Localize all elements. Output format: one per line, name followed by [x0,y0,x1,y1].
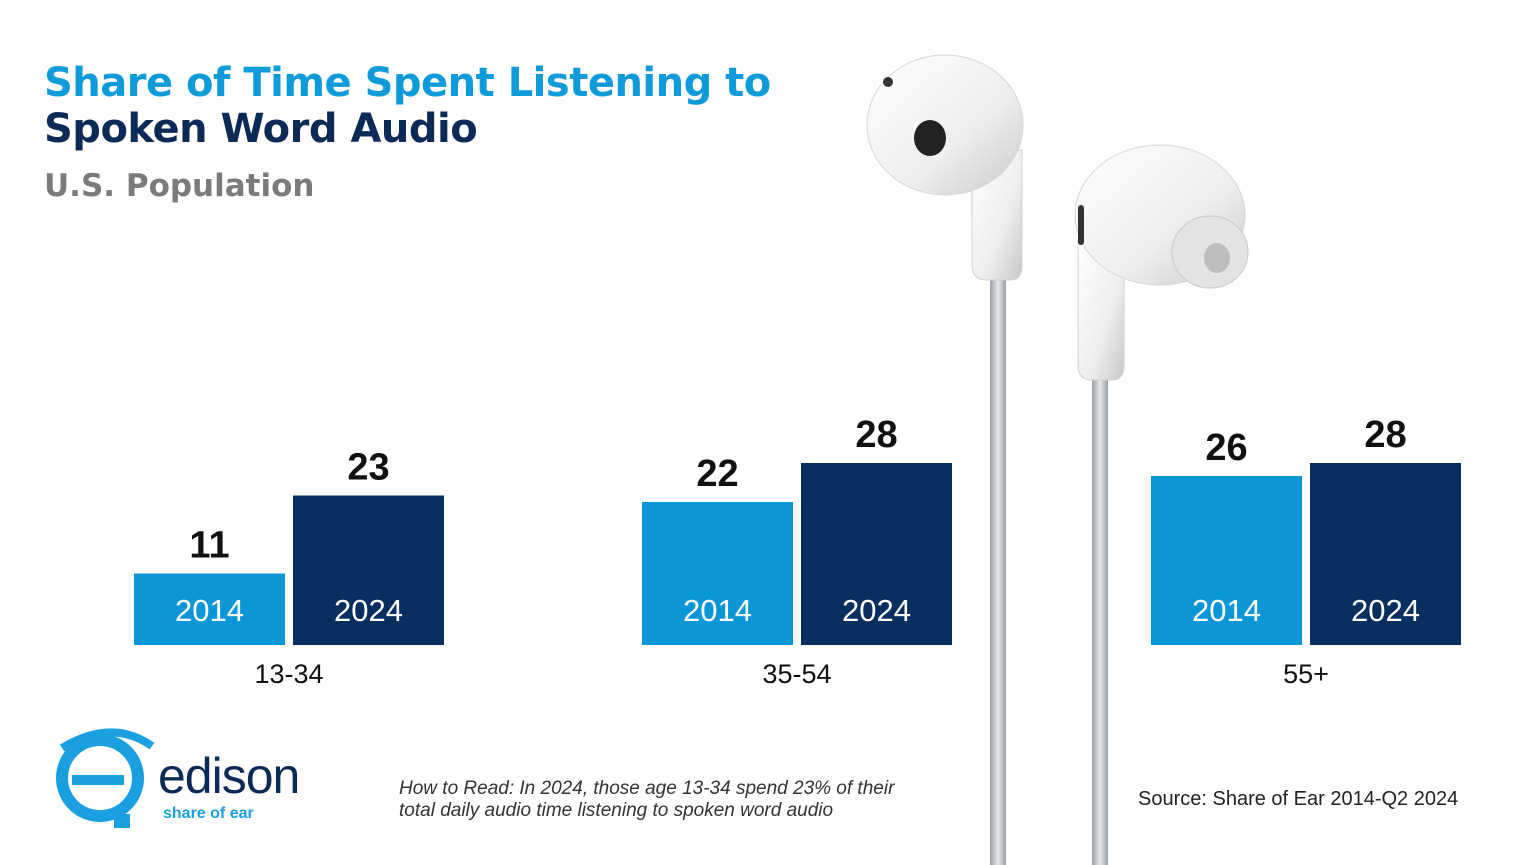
data-label: 11 [189,525,229,567]
category-label: 55+ [1283,659,1329,689]
chart-subtitle: U.S. Population [44,168,315,204]
data-label: 28 [855,414,897,456]
bar-series-label: 2014 [175,593,244,628]
bar-series-label: 2024 [334,593,403,628]
chart-title-line-1: Share of Time Spent Listening to [44,60,771,106]
data-label: 26 [1205,427,1247,469]
category-label: 35-54 [762,659,831,689]
bar-2014-55+ [1151,476,1302,645]
how-to-read-note: How to Read: In 2024, those age 13-34 sp… [399,778,895,821]
data-label: 28 [1364,414,1406,456]
bar-2014-13-34 [134,573,285,645]
logo-tagline: share of ear [163,805,254,822]
category-label: 13-34 [254,659,323,689]
logo-wordmark: edison [158,748,300,804]
earbuds-image [866,54,1249,865]
chart-title-line-2: Spoken Word Audio [44,106,478,152]
bar-series-label: 2014 [1192,593,1261,628]
bar-series-label: 2014 [683,593,752,628]
data-label: 23 [347,447,389,489]
edison-bulb-icon [56,728,155,828]
bar-2014-35-54 [642,502,793,645]
bar-series-label: 2024 [1351,593,1420,628]
bar-2024-35-54 [801,463,952,645]
source-note: Source: Share of Ear 2014-Q2 2024 [1138,788,1459,810]
data-label: 22 [696,453,738,495]
edison-logo [52,728,162,843]
bar-2024-13-34 [293,495,444,645]
bar-2024-55+ [1310,463,1461,645]
bar-series-label: 2024 [842,593,911,628]
